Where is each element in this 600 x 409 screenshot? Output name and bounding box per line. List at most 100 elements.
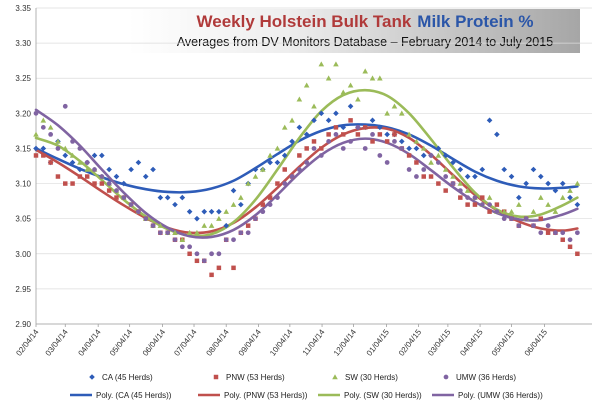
point-pnw	[267, 195, 273, 200]
point-ca	[77, 166, 83, 173]
point-pnw	[392, 132, 397, 137]
point-ca	[164, 194, 171, 201]
point-umw	[92, 167, 97, 172]
point-umw	[465, 195, 471, 200]
point-sw	[77, 159, 83, 165]
point-umw	[296, 167, 302, 172]
point-umw	[399, 146, 405, 151]
point-sw	[84, 166, 91, 172]
point-sw	[303, 82, 310, 88]
point-pnw	[494, 202, 500, 207]
gridlines	[35, 7, 592, 325]
point-sw	[238, 194, 244, 200]
point-sw	[545, 201, 551, 207]
point-pnw	[114, 195, 119, 200]
point-sw	[574, 180, 581, 186]
point-pnw	[406, 153, 412, 158]
point-umw	[567, 237, 573, 243]
point-ca	[523, 180, 529, 187]
point-sw	[281, 124, 288, 130]
x-tick-label: 12/04/14	[332, 327, 359, 358]
point-umw	[114, 188, 119, 193]
point-sw	[537, 194, 544, 200]
legend-label-ca: CA (45 Herds)	[102, 373, 153, 382]
point-umw	[501, 216, 507, 222]
point-sw	[384, 110, 390, 116]
legend-marker-pnw	[213, 374, 219, 380]
point-ca	[347, 103, 354, 110]
point-sw	[435, 152, 442, 158]
point-ca	[296, 124, 303, 131]
point-pnw	[77, 174, 83, 179]
point-sw	[333, 61, 339, 67]
point-ca	[179, 194, 186, 201]
point-umw	[362, 146, 368, 151]
point-pnw	[84, 174, 90, 179]
point-sw	[230, 201, 237, 207]
point-ca	[223, 222, 230, 229]
point-umw	[392, 139, 397, 144]
point-umw	[421, 167, 427, 172]
point-pnw	[421, 174, 426, 179]
point-pnw	[216, 265, 222, 271]
point-umw	[538, 230, 544, 236]
point-umw	[348, 139, 353, 144]
legend-label-pnw: PNW (53 Herds)	[226, 373, 285, 382]
point-ca	[157, 194, 164, 201]
y-tick-label: 3.35	[15, 4, 31, 13]
point-umw	[487, 202, 492, 208]
point-pnw	[260, 202, 266, 207]
point-pnw	[487, 209, 492, 214]
point-ca	[311, 117, 317, 124]
point-ca	[435, 145, 442, 152]
point-ca	[62, 152, 69, 159]
y-axis-ticks: 2.90 2.95 3.00 3.05 3.10 3.15 3.20 3.25 3.30 3.35	[15, 4, 31, 329]
x-tick-label: 03/04/14	[44, 327, 71, 358]
point-umw	[253, 216, 258, 222]
point-ca	[369, 117, 376, 124]
legend-marker-sw	[332, 374, 338, 380]
point-umw	[545, 223, 551, 229]
point-ca	[194, 215, 200, 222]
point-ca	[135, 159, 142, 166]
point-sw	[252, 173, 259, 179]
point-ca	[464, 173, 471, 180]
point-ca	[186, 208, 193, 215]
point-pnw	[209, 272, 214, 278]
point-umw	[370, 132, 375, 137]
point-pnw	[428, 174, 434, 179]
point-sw	[216, 215, 222, 221]
point-ca	[559, 180, 566, 187]
point-umw	[143, 216, 149, 222]
x-tick-label: 05/04/15	[490, 327, 517, 358]
point-pnw	[70, 181, 75, 186]
point-umw	[355, 124, 361, 130]
point-ca	[442, 152, 449, 159]
point-ca	[537, 173, 544, 180]
x-axis-ticks: 02/04/14 03/04/14 04/04/14 05/04/14 06/04/14…	[14, 324, 549, 358]
point-umw	[150, 223, 156, 229]
point-umw	[165, 230, 171, 236]
point-sw	[516, 201, 522, 207]
trendlines	[34, 88, 579, 239]
point-umw	[231, 237, 236, 243]
point-ca	[494, 131, 500, 138]
y-tick-label: 3.20	[15, 109, 31, 118]
point-umw	[553, 230, 558, 236]
point-umw	[267, 202, 273, 208]
point-sw	[362, 68, 369, 74]
point-pnw	[99, 181, 105, 186]
point-pnw	[355, 132, 361, 137]
point-ca	[384, 131, 390, 138]
point-ca	[472, 173, 478, 180]
point-ca	[274, 159, 281, 166]
point-sw	[340, 89, 347, 95]
point-ca	[325, 117, 332, 124]
point-ca	[398, 138, 405, 145]
point-pnw	[297, 153, 302, 158]
point-sw	[567, 187, 573, 193]
point-sw	[325, 75, 332, 81]
point-sw	[559, 194, 566, 200]
point-sw	[296, 96, 303, 102]
